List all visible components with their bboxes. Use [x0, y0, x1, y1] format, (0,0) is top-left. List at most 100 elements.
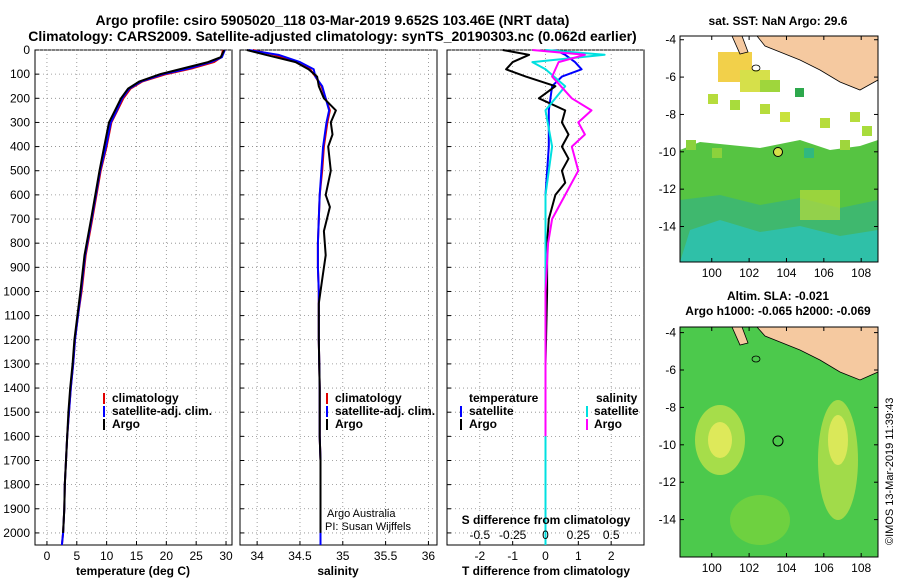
depth-tick-label: 1900	[3, 502, 30, 516]
series-line-salinity-argo	[532, 49, 593, 437]
depth-tick-label: 1600	[3, 429, 30, 443]
legend-temperature-title: temperature	[469, 391, 539, 405]
salinity-grid	[240, 49, 437, 545]
salinity-xlabel: salinity	[317, 564, 359, 578]
temperature-xlabel: temperature (deg C)	[76, 564, 190, 578]
title-line-1: Argo profile: csiro 5905020_118 03-Mar-2…	[95, 12, 570, 28]
map-x-tick-label: 104	[776, 266, 796, 280]
map-x-tick-label: 104	[776, 561, 796, 575]
secondary-x-tick-label: 0.5	[603, 528, 620, 542]
depth-tick-label: 2000	[3, 526, 30, 540]
x-tick-label: 34.5	[288, 549, 312, 563]
page-title: Argo profile: csiro 5905020_118 03-Mar-2…	[0, 12, 665, 44]
depth-tick-label: 700	[10, 212, 30, 226]
sst-map-title: sat. SST: NaN Argo: 29.6	[709, 14, 848, 28]
depth-tick-label: 600	[10, 188, 30, 202]
argo-float-marker	[772, 435, 784, 447]
x-tick-label: -1	[507, 549, 518, 563]
legend-satellite-label: satellite-adj. clim.	[112, 404, 212, 418]
map-y-tick-label: -8	[665, 107, 676, 121]
depth-tick-label: 900	[10, 260, 30, 274]
legend-climatology-label: climatology	[112, 391, 179, 405]
depth-tick-label: 1100	[4, 309, 30, 323]
temperature-x-axis: 0 5 10 15 20 25 30	[44, 541, 233, 563]
depth-tick-label: 500	[10, 164, 30, 178]
x-tick-label: 15	[130, 549, 144, 563]
argo-float-marker	[773, 147, 783, 157]
sla-map-field	[680, 327, 878, 557]
difference-xlabel: T difference from climatology	[462, 564, 630, 578]
map-y-tick-label: -8	[665, 400, 676, 414]
depth-tick-label: 1500	[3, 405, 30, 419]
map-y-tick-label: -14	[659, 220, 677, 234]
map-y-tick-label: -12	[659, 475, 677, 489]
sst-map-field	[680, 36, 878, 262]
x-tick-label: 35	[336, 549, 350, 563]
map-x-tick-label: 100	[702, 266, 722, 280]
temperature-frame	[34, 49, 233, 546]
map-y-tick-label: -12	[659, 182, 677, 196]
legend-t-satellite-label: satellite	[469, 404, 514, 418]
salinity-legend: climatology satellite-adj. clim. Argo	[326, 391, 435, 431]
map-x-tick-label: 108	[851, 266, 871, 280]
map-x-tick-label: 102	[739, 266, 759, 280]
sla-map-title-2: Argo h1000: -0.065 h2000: -0.069	[685, 304, 871, 318]
salinity-panel: 34 34.5 35 35.5 36 salinity climatology sate…	[239, 49, 438, 578]
sla-map-title-1: Altim. SLA: -0.021	[727, 289, 829, 303]
map-x-tick-label: 106	[814, 266, 834, 280]
annotation-line-2: PI: Susan Wijffels	[325, 521, 411, 533]
difference-secondary-xlabel: S difference from climatology	[462, 513, 631, 527]
series-line-argo	[246, 49, 337, 533]
secondary-x-tick-label: 0	[542, 528, 549, 542]
sst-map: sat. SST: NaN Argo: 29.6	[659, 14, 879, 280]
x-tick-label: 2	[608, 549, 615, 563]
legend-s-satellite-label: satellite	[594, 404, 639, 418]
x-tick-label: 30	[219, 549, 233, 563]
x-tick-label: 10	[100, 549, 114, 563]
depth-tick-label: 400	[10, 140, 30, 154]
secondary-x-tick-label: 0.25	[567, 528, 591, 542]
depth-tick-label: 100	[10, 67, 30, 81]
salinity-frame	[239, 49, 438, 546]
temperature-grid	[35, 49, 232, 545]
map-y-tick-label: -6	[665, 363, 676, 377]
x-tick-label: 1	[575, 549, 582, 563]
salinity-x-axis: 34 34.5 35 35.5 36	[250, 541, 435, 563]
map-x-tick-label: 106	[814, 561, 834, 575]
series-line-argo	[62, 49, 226, 533]
difference-secondary-x-axis: -0.5 -0.25 0 0.25 0.5	[469, 528, 619, 542]
depth-tick-label: 0	[23, 43, 30, 57]
map-x-tick-label: 108	[851, 561, 871, 575]
temperature-series	[60, 49, 226, 546]
sla-map-axes: 100 102 104 106 108 -4 -6 -8 -10 -12 -14	[659, 326, 878, 575]
secondary-x-tick-label: -0.5	[469, 528, 490, 542]
depth-axis: 0 100 200 300 400 500 600 700 800 900 1000 1100 1200…	[3, 43, 30, 540]
map-y-tick-label: -14	[659, 513, 677, 527]
depth-tick-label: 1300	[3, 357, 30, 371]
map-y-tick-label: -10	[659, 438, 677, 452]
credit-text: ©IMOS 13-Mar-2019 11:39:43	[884, 398, 896, 545]
difference-legend: temperature satellite Argo salinity sate…	[460, 391, 639, 431]
sst-map-axes: 100 102 104 106 108 -4 -6 -8 -10 -12 -14	[659, 33, 878, 280]
legend-climatology-label: climatology	[335, 391, 402, 405]
x-tick-label: 20	[160, 549, 174, 563]
salinity-series	[246, 49, 337, 545]
depth-tick-label: 1700	[3, 453, 30, 467]
temperature-legend: climatology satellite-adj. clim. Argo	[103, 391, 212, 431]
x-tick-label: 34	[250, 549, 264, 563]
map-y-tick-label: -6	[665, 70, 676, 84]
depth-tick-label: 1200	[3, 333, 30, 347]
sla-map: Altim. SLA: -0.021 Argo h1000: -0.065 h2…	[659, 289, 879, 575]
depth-tick-label: 200	[10, 91, 30, 105]
temperature-panel: 0100200300400500600700800900100011001200…	[3, 43, 233, 578]
map-y-tick-label: -4	[665, 33, 676, 47]
difference-series	[502, 49, 606, 545]
secondary-x-tick-label: -0.25	[499, 528, 527, 542]
x-tick-label: -2	[474, 549, 485, 563]
x-tick-label: 5	[73, 549, 80, 563]
legend-s-argo-label: Argo	[594, 417, 622, 431]
legend-t-argo-label: Argo	[469, 417, 497, 431]
map-y-tick-label: -4	[665, 326, 676, 340]
annotation-line-1: Argo Australia	[327, 508, 396, 520]
